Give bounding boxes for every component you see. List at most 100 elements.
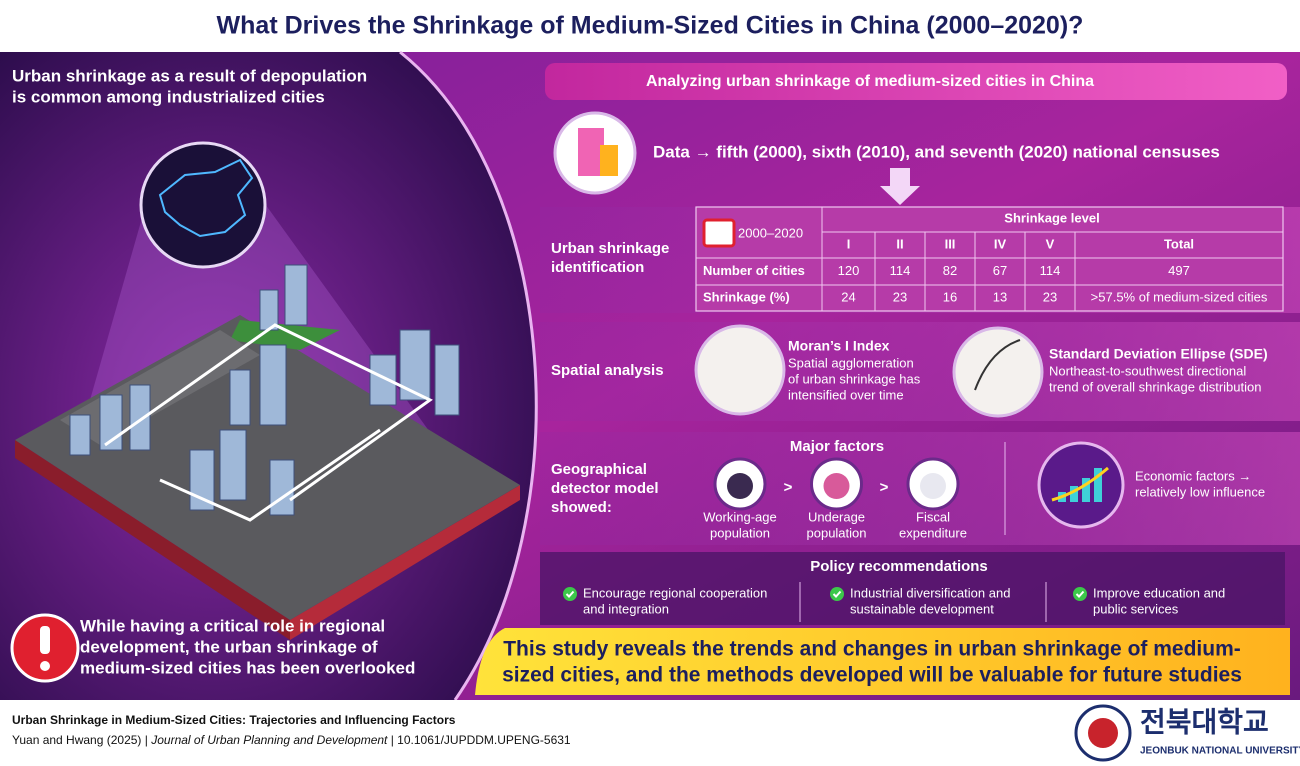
column-header: V	[1046, 236, 1055, 251]
arrow-down	[880, 168, 920, 205]
item-text: relatively low influence	[1135, 484, 1265, 499]
check-mark	[1075, 590, 1085, 598]
table-cell: 82	[943, 263, 957, 278]
column-header: II	[896, 236, 903, 251]
policy-item: Encourage regional cooperation	[583, 585, 767, 600]
text-line: Urban shrinkage as a result of depopulat…	[12, 66, 367, 85]
doi: | 10.1061/JUPDDM.UPENG-5631	[391, 733, 571, 747]
university-logo-center	[1088, 718, 1118, 748]
column-header: III	[945, 236, 956, 251]
table-cell: 23	[893, 289, 907, 304]
journal: Journal of Urban Planning and Developmen…	[150, 733, 388, 747]
table-cell: >57.5% of medium-sized cities	[1091, 289, 1268, 304]
alert-icon-dot	[40, 661, 50, 671]
check-mark	[832, 590, 842, 598]
sde-arrow	[974, 339, 1021, 391]
citation: Yuan and Hwang (2025) | Journal of Urban…	[12, 733, 571, 747]
item-text: Spatial agglomeration	[788, 355, 914, 370]
item-title: Standard Deviation Ellipse (SDE)	[1049, 346, 1268, 362]
table-cell: 114	[890, 263, 911, 278]
title: What Drives the Shrinkage of Medium-Size…	[217, 12, 1084, 40]
header	[0, 0, 1300, 52]
section-label: detector model	[551, 480, 659, 497]
university-name-en: JEONBUK NATIONAL UNIVERSITY	[1140, 746, 1300, 757]
table-cell: 16	[943, 289, 957, 304]
table-header: Shrinkage level	[1004, 210, 1099, 225]
factor-icon-figure	[727, 473, 753, 499]
text-line: development, the urban shrinkage of	[80, 637, 378, 656]
table-cell: 13	[993, 289, 1007, 304]
economic-trend	[1051, 466, 1109, 502]
table-cell: 24	[841, 289, 855, 304]
row-label: Number of cities	[703, 263, 805, 278]
alert-icon-mark	[40, 626, 50, 654]
factor-label: Underage	[808, 509, 865, 524]
policy-title: Policy recommendations	[810, 558, 988, 575]
table-cell: 114	[1040, 263, 1061, 278]
census-icon-building	[600, 145, 618, 176]
conclusion-banner	[475, 628, 1290, 695]
item-text: of urban shrinkage has	[788, 371, 921, 386]
factor-icon-figure	[823, 473, 850, 499]
university-name: 전북대학교	[1140, 706, 1269, 737]
factors-title: Major factors	[790, 438, 884, 455]
column-header: IV	[994, 236, 1007, 251]
factor-label: population	[807, 525, 867, 540]
column-header: I	[847, 236, 851, 251]
policy-item: Improve education and	[1093, 585, 1225, 600]
policy-panel	[540, 552, 1285, 625]
factor-label: population	[710, 525, 770, 540]
text-line: is common among industrialized cities	[12, 87, 325, 106]
item-text: Northeast-to-southwest directional	[1049, 363, 1246, 378]
item-title: Moran’s I Index	[788, 338, 890, 354]
text-line: medium-sized cities has been overlooked	[80, 658, 415, 677]
census-icon-building	[578, 128, 604, 176]
column-header: Total	[1164, 236, 1194, 251]
shrinkage-table: 2000–2020 Shrinkage level I II III IV V Total…	[695, 206, 1284, 312]
policy-item: sustainable development	[850, 601, 994, 616]
row-label: Shrinkage (%)	[703, 289, 790, 304]
table-cell: 497	[1168, 263, 1190, 278]
left-top-text: Urban shrinkage as a result of depopulat…	[12, 66, 367, 106]
table-frame	[695, 206, 1284, 312]
section-label: Spatial analysis	[551, 362, 664, 379]
policy-item: public services	[1093, 601, 1179, 616]
item-text: trend of overall shrinkage distribution	[1049, 379, 1261, 394]
section-label: Urban shrinkage	[551, 240, 669, 257]
factor-icon-figure	[920, 473, 946, 499]
calendar-icon	[702, 218, 736, 248]
section-label: showed:	[551, 499, 612, 516]
factor-label: Working-age	[703, 509, 776, 524]
table-cell: 23	[1043, 289, 1057, 304]
check-mark	[565, 590, 575, 598]
illustration	[15, 141, 520, 640]
conclusion-line: This study reveals the trends and change…	[503, 638, 1241, 661]
economic-icon	[1037, 441, 1125, 529]
comparator: >	[880, 479, 889, 496]
banner	[545, 63, 1287, 100]
data-line: Data → fifth (2000), sixth (2010), and s…	[653, 142, 1220, 161]
factor-label: expenditure	[899, 525, 967, 540]
divider-curve	[399, 50, 538, 701]
policy-item: and integration	[583, 601, 669, 616]
item-text: intensified over time	[788, 387, 904, 402]
authors: Yuan and Hwang (2025) |	[12, 733, 148, 747]
article-title: Urban Shrinkage in Medium-Sized Cities: …	[12, 713, 456, 727]
factor-label: Fiscal	[916, 509, 950, 524]
factors: Working-agepopulationUnderagepopulationF…	[703, 457, 967, 540]
policy-item: Industrial diversification and	[850, 585, 1010, 600]
table-period: 2000–2020	[738, 225, 803, 240]
spatial-panel	[540, 322, 1300, 421]
item-text: Economic factors →	[1135, 468, 1251, 483]
sde-map	[952, 326, 1044, 418]
comparator: >	[784, 479, 793, 496]
text-line: While having a critical role in regional	[80, 616, 385, 635]
section-label: identification	[551, 259, 644, 276]
moran-map	[694, 324, 786, 416]
table-cell: 67	[993, 263, 1007, 278]
conclusion-line: sized cities, and the methods developed …	[502, 664, 1242, 687]
table-cell: 120	[838, 263, 860, 278]
banner-text: Analyzing urban shrinkage of medium-size…	[646, 73, 1094, 90]
